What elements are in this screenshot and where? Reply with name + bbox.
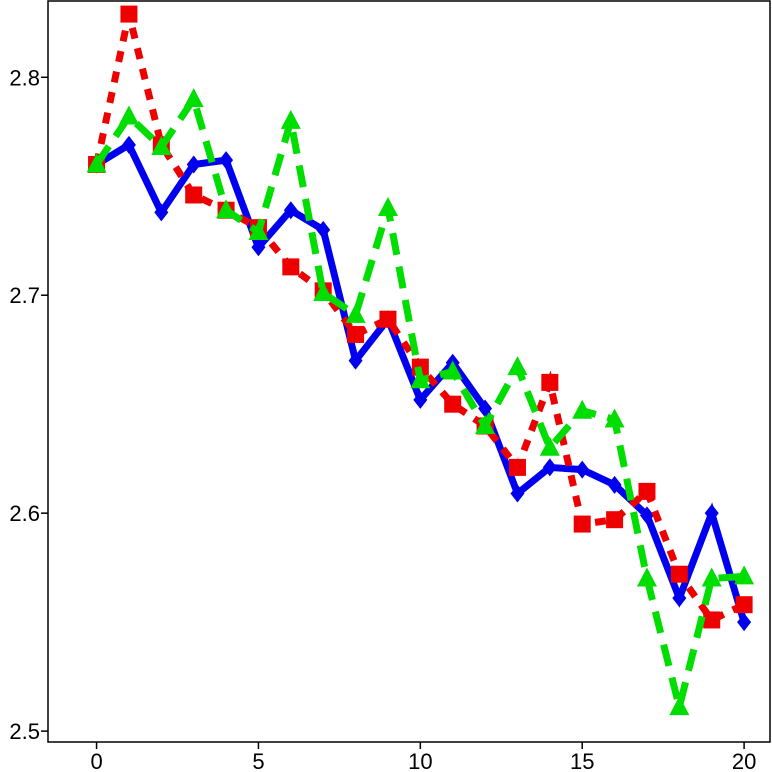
y-tick-label: 2.5 — [9, 719, 40, 744]
data-point-triangle — [410, 369, 431, 389]
data-point-triangle — [216, 199, 237, 219]
x-tick-label: 15 — [570, 749, 594, 772]
data-point-diamond — [672, 589, 687, 608]
data-point-square — [282, 258, 300, 276]
data-point-diamond — [510, 484, 525, 503]
y-tick-label: 2.6 — [9, 501, 40, 526]
data-point-diamond — [251, 238, 266, 257]
data-point-triangle — [475, 414, 496, 434]
data-point-square — [120, 5, 138, 23]
data-point-square — [573, 515, 591, 533]
axes: 0 5 10 15 20 2.5 2.6 2.7 2.8 — [9, 65, 756, 772]
data-point-triangle — [604, 408, 625, 428]
data-point-square — [541, 373, 559, 391]
data-point-diamond — [607, 475, 622, 494]
data-point-diamond — [154, 203, 169, 222]
data-point-diamond — [704, 504, 719, 523]
data-point-square — [347, 325, 365, 343]
data-point-triangle — [701, 567, 722, 587]
data-point-triangle — [280, 109, 301, 129]
data-point-triangle — [507, 356, 528, 376]
data-point-triangle — [248, 221, 269, 241]
data-point-square — [703, 611, 721, 629]
x-tick-label: 10 — [408, 749, 432, 772]
data-point-triangle — [183, 88, 204, 108]
data-point-diamond — [575, 460, 590, 479]
data-point-triangle — [345, 303, 366, 323]
data-point-square — [638, 482, 656, 500]
data-point-triangle — [86, 153, 107, 173]
data-point-square — [185, 186, 203, 204]
data-point-diamond — [186, 155, 201, 174]
data-point-triangle — [669, 696, 690, 716]
x-tick-label: 5 — [252, 749, 264, 772]
data-point-diamond — [121, 135, 136, 154]
data-point-triangle — [539, 436, 560, 456]
data-point-diamond — [316, 220, 331, 239]
series-group — [86, 5, 755, 716]
data-point-square — [379, 310, 397, 328]
x-tick-label: 0 — [90, 749, 102, 772]
data-point-diamond — [542, 458, 557, 477]
y-tick-label: 2.8 — [9, 65, 40, 90]
data-point-square — [444, 395, 462, 413]
data-point-diamond — [348, 351, 363, 370]
data-point-diamond — [413, 390, 428, 409]
data-point-square — [606, 511, 624, 529]
data-point-diamond — [737, 613, 752, 632]
data-point-square — [670, 565, 688, 583]
data-point-square — [508, 458, 526, 476]
series-3 — [86, 88, 755, 716]
data-point-square — [735, 596, 753, 614]
data-point-triangle — [377, 197, 398, 217]
data-point-triangle — [442, 360, 463, 380]
y-tick-label: 2.7 — [9, 283, 40, 308]
data-point-triangle — [313, 282, 334, 302]
data-point-diamond — [639, 506, 654, 525]
data-point-triangle — [151, 136, 172, 156]
data-point-triangle — [734, 565, 755, 585]
data-point-diamond — [283, 201, 298, 220]
data-point-triangle — [572, 399, 593, 419]
data-point-triangle — [118, 105, 139, 125]
data-point-diamond — [219, 151, 234, 170]
x-tick-label: 20 — [732, 749, 756, 772]
data-point-triangle — [636, 567, 657, 587]
